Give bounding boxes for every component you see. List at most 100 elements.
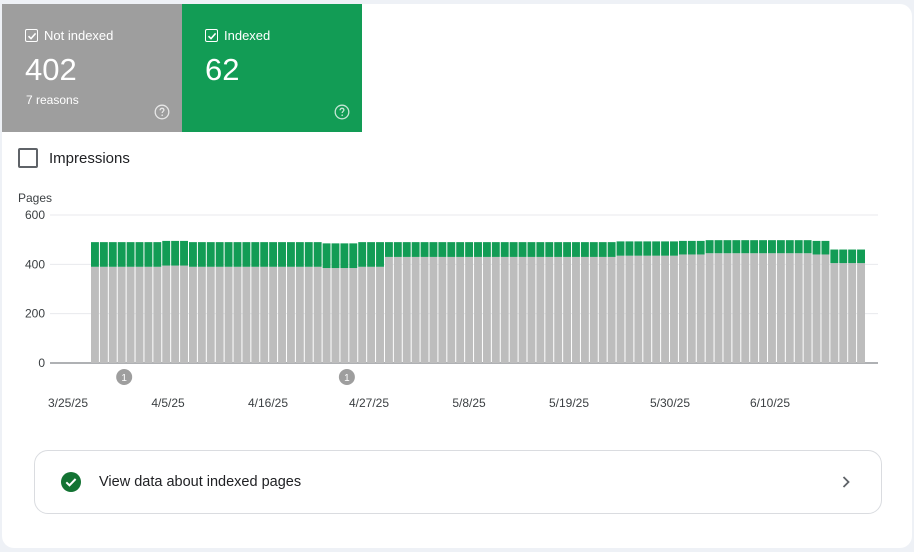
- not-indexed-bar: [278, 266, 286, 363]
- not-indexed-bar: [643, 255, 652, 363]
- indexed-bar: [215, 242, 224, 267]
- not-indexed-header: Not indexed: [25, 28, 113, 43]
- not-indexed-bar: [776, 253, 785, 363]
- indexed-bar: [188, 242, 197, 267]
- not-indexed-bar: [349, 268, 358, 363]
- indexed-bar: [269, 242, 278, 267]
- not-indexed-bar: [554, 256, 563, 363]
- indexed-bar: [153, 242, 162, 267]
- not-indexed-bar: [376, 266, 384, 363]
- indexed-bar: [750, 240, 759, 254]
- y-tick-label: 200: [25, 307, 45, 321]
- not-indexed-bar: [242, 266, 251, 363]
- indexed-bar: [732, 240, 741, 254]
- y-tick-label: 400: [25, 257, 45, 271]
- not-indexed-bar: [563, 256, 572, 363]
- indexed-bar: [260, 242, 269, 267]
- not-indexed-bar: [358, 266, 367, 363]
- indexed-bar: [411, 242, 420, 257]
- checkbox-checked-icon[interactable]: [25, 29, 38, 42]
- chevron-right-icon: [842, 476, 850, 488]
- not-indexed-tile[interactable]: Not indexed 402 7 reasons: [2, 4, 182, 132]
- not-indexed-bar: [126, 266, 135, 363]
- pages-chart: Pages 600 400 200 0 1 1 3/25/25 4/5/25 4/16/25 4/2…: [18, 191, 878, 410]
- not-indexed-bar: [206, 266, 215, 363]
- indexed-bar: [367, 242, 376, 267]
- indexed-bar: [144, 242, 153, 267]
- indexed-bar: [420, 242, 429, 257]
- not-indexed-bar: [616, 255, 625, 363]
- indexed-bar: [224, 242, 233, 267]
- indexed-bar: [634, 241, 643, 256]
- not-indexed-bar: [474, 256, 482, 363]
- indexed-bar: [393, 242, 402, 257]
- indexed-bar: [286, 242, 295, 267]
- indexed-bar: [358, 242, 367, 267]
- not-indexed-bar: [794, 253, 803, 363]
- indexed-bar: [670, 241, 678, 256]
- indexed-bar: [126, 242, 135, 267]
- not-indexed-bar: [233, 266, 242, 363]
- not-indexed-bar: [384, 256, 393, 363]
- not-indexed-bar: [269, 266, 278, 363]
- indexed-bar: [331, 243, 340, 269]
- not-indexed-bar: [340, 268, 349, 363]
- help-icon[interactable]: [334, 104, 350, 120]
- not-indexed-bar: [598, 256, 607, 363]
- x-tick-label: 6/10/25: [750, 396, 790, 410]
- indexed-bar: [500, 242, 509, 257]
- not-indexed-bar: [518, 256, 527, 363]
- indexed-bar: [589, 242, 598, 257]
- not-indexed-bar: [286, 266, 295, 363]
- view-indexed-pages-label: View data about indexed pages: [99, 474, 302, 490]
- not-indexed-bar: [153, 266, 162, 363]
- not-indexed-bar: [447, 256, 456, 363]
- not-indexed-count: 402: [25, 52, 77, 87]
- impressions-label: Impressions: [49, 149, 130, 167]
- not-indexed-bar: [723, 253, 732, 363]
- help-icon[interactable]: [154, 104, 170, 120]
- indexed-bar: [759, 240, 768, 254]
- y-tick-label: 600: [25, 208, 45, 222]
- indexed-bar: [509, 242, 518, 257]
- indexed-bar: [705, 240, 714, 254]
- x-tick-label: 4/5/25: [151, 396, 185, 410]
- indexed-bar: [678, 240, 687, 255]
- not-indexed-bar: [696, 254, 705, 363]
- indexed-bar: [768, 240, 776, 254]
- not-indexed-bar: [367, 266, 376, 363]
- not-indexed-bar: [295, 266, 304, 363]
- not-indexed-bar: [429, 256, 438, 363]
- checkbox-checked-icon[interactable]: [205, 29, 218, 42]
- indexed-bar: [580, 242, 589, 257]
- indexed-bar: [839, 249, 848, 264]
- x-tick-label: 3/25/25: [48, 396, 88, 410]
- indexed-tile[interactable]: Indexed 62: [182, 4, 362, 132]
- not-indexed-bar: [509, 256, 518, 363]
- not-indexed-bar: [670, 255, 678, 363]
- indexed-bar: [465, 242, 474, 257]
- x-tick-label: 5/19/25: [549, 396, 589, 410]
- indexed-bar: [438, 242, 447, 257]
- not-indexed-bar: [652, 255, 661, 363]
- not-indexed-bar: [572, 256, 580, 363]
- not-indexed-bar: [313, 266, 322, 363]
- not-indexed-bar: [188, 266, 197, 363]
- not-indexed-bar: [215, 266, 224, 363]
- impressions-toggle[interactable]: Impressions: [18, 148, 130, 168]
- view-indexed-pages-link[interactable]: View data about indexed pages: [34, 450, 882, 514]
- indexed-bar: [785, 240, 794, 254]
- not-indexed-bar: [848, 263, 857, 363]
- indexed-bar: [474, 242, 482, 257]
- not-indexed-bar: [251, 266, 260, 363]
- indexed-bar: [491, 242, 500, 257]
- indexed-bar: [812, 240, 821, 255]
- not-indexed-bar: [687, 254, 696, 363]
- index-coverage-card: Not indexed 402 7 reasons Indexed 62 Imp…: [2, 4, 912, 548]
- indexed-bar: [794, 240, 803, 254]
- not-indexed-reasons: 7 reasons: [26, 93, 79, 107]
- impressions-checkbox[interactable]: [18, 148, 38, 168]
- not-indexed-bar: [402, 256, 411, 363]
- indexed-bar: [251, 242, 260, 267]
- indexed-bar: [456, 242, 465, 257]
